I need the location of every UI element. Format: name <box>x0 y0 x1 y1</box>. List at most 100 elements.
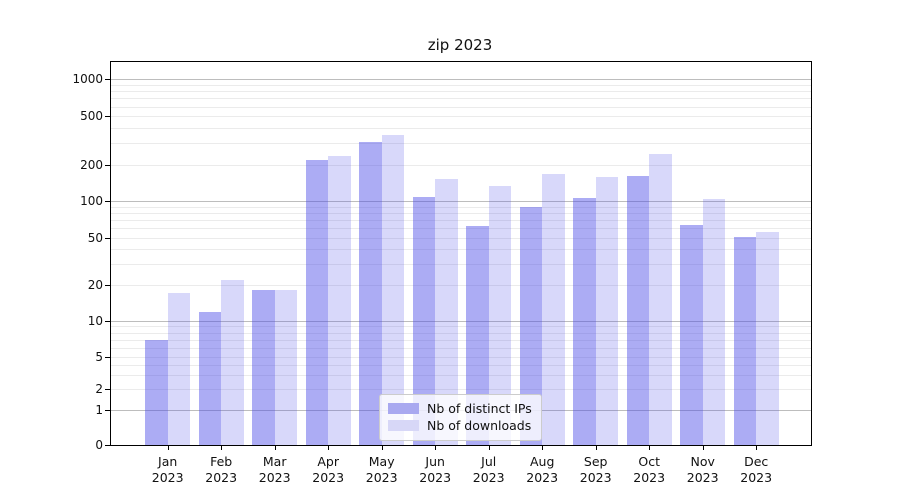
legend-label-downloads: Nb of downloads <box>427 418 532 433</box>
y-tick-label-50: 50 <box>87 230 103 245</box>
gridline-minor <box>111 264 811 266</box>
gridline-major <box>111 79 811 81</box>
gridline-minor <box>111 237 811 239</box>
bar-jan-downloads <box>167 293 191 445</box>
bar-may-downloads <box>381 135 405 445</box>
bar-oct-distinct-ips <box>626 175 650 445</box>
bar-dec-downloads <box>756 231 779 445</box>
x-tick-label-jun: Jun 2023 <box>419 454 452 485</box>
plot-area: Jan 2023 Feb 2023 Mar 2023 Apr 2023 May 2023 Jun 20… <box>72 61 812 485</box>
legend-row-distinct-ips: Nb of distinct IPs <box>388 400 533 417</box>
gridline-minor <box>111 91 811 93</box>
y-tick-label-1000: 1000 <box>72 72 103 87</box>
y-axis-tick <box>105 321 111 323</box>
x-axis-tick <box>274 445 276 450</box>
x-tick-label-jul: Jul 2023 <box>472 454 505 485</box>
y-axis-tick <box>105 410 111 412</box>
y-axis-tick <box>105 79 111 81</box>
y-tick-label-2: 2 <box>95 382 103 397</box>
gridline-minor <box>111 84 811 86</box>
legend-swatch-distinct-ips-icon <box>388 403 419 414</box>
gridline-minor <box>111 357 811 358</box>
x-axis-tick <box>167 445 169 450</box>
bar-nov-downloads <box>702 199 726 445</box>
gridline-minor <box>111 228 811 230</box>
x-tick-label-nov: Nov 2023 <box>686 454 719 485</box>
x-tick-label-oct: Oct 2023 <box>633 454 666 485</box>
x-tick-label-apr: Apr 2023 <box>312 454 345 485</box>
y-tick-label-10: 10 <box>87 314 103 328</box>
gridline-minor <box>111 206 811 208</box>
y-axis-tick <box>105 237 111 239</box>
gridline-minor <box>111 326 811 328</box>
x-tick-label-dec: Dec 2023 <box>740 454 773 485</box>
y-tick-label-20: 20 <box>87 278 103 292</box>
gridline-major <box>111 201 811 202</box>
gridline-minor <box>111 143 811 145</box>
x-tick-label-feb: Feb 2023 <box>205 454 238 485</box>
gridline-minor <box>111 116 811 118</box>
bar-jan-distinct-ips <box>145 339 168 445</box>
y-tick-label-500: 500 <box>80 109 103 124</box>
legend-swatch-downloads-icon <box>388 420 419 431</box>
x-axis-tick <box>488 445 490 450</box>
x-tick-label-may: May 2023 <box>365 454 398 485</box>
x-axis-tick <box>756 445 758 450</box>
y-tick-label-1: 1 <box>95 403 103 418</box>
bar-sep-downloads <box>595 177 619 445</box>
gridline-major <box>111 321 811 322</box>
x-axis-tick <box>649 445 651 450</box>
bar-apr-distinct-ips <box>305 159 329 445</box>
x-tick-label-sep: Sep 2023 <box>579 454 612 485</box>
gridline-minor <box>111 98 811 100</box>
bar-feb-downloads <box>221 280 244 445</box>
gridline-minor <box>111 249 811 251</box>
bar-sep-distinct-ips <box>573 197 596 445</box>
bar-aug-downloads <box>542 173 565 445</box>
x-tick-label-mar: Mar 2023 <box>258 454 291 485</box>
x-axis-tick <box>381 445 383 450</box>
bar-jun-distinct-ips <box>412 196 436 445</box>
gridline-minor <box>111 375 811 376</box>
x-axis-tick <box>702 445 704 450</box>
bar-mar-distinct-ips <box>252 290 275 445</box>
x-axis-tick <box>595 445 597 450</box>
bar-feb-distinct-ips <box>198 311 222 445</box>
gridline-minor <box>111 219 811 221</box>
y-axis-tick <box>105 201 111 203</box>
y-axis-tick <box>105 164 111 166</box>
gridline-minor <box>111 164 811 166</box>
bar-oct-downloads <box>649 153 672 445</box>
legend: Nb of distinct IPs Nb of downloads <box>379 394 542 441</box>
gridline-minor <box>111 128 811 130</box>
x-axis-tick <box>435 445 437 450</box>
y-axis-tick <box>105 445 111 447</box>
gridline-minor <box>111 347 811 349</box>
x-axis-tick <box>328 445 330 450</box>
legend-row-downloads: Nb of downloads <box>388 417 533 434</box>
bar-mar-downloads <box>274 290 298 445</box>
legend-label-distinct-ips: Nb of distinct IPs <box>427 401 532 416</box>
x-axis-tick <box>221 445 223 450</box>
y-tick-label-100: 100 <box>80 194 103 208</box>
gridline-minor <box>111 364 811 366</box>
x-tick-label-jan: Jan 2023 <box>151 454 184 485</box>
x-tick-label-aug: Aug 2023 <box>526 454 559 485</box>
gridline-minor <box>111 332 811 334</box>
bar-apr-downloads <box>328 155 351 445</box>
y-tick-label-200: 200 <box>80 157 103 172</box>
bar-may-distinct-ips <box>359 142 382 445</box>
y-tick-label-5: 5 <box>95 350 103 364</box>
y-axis-tick <box>105 285 111 287</box>
y-tick-label-0: 0 <box>95 438 103 452</box>
gridline-minor <box>111 212 811 214</box>
gridline-minor <box>111 106 811 108</box>
bar-jul-distinct-ips <box>466 226 489 445</box>
gridline-minor <box>111 285 811 286</box>
x-axis-tick <box>542 445 544 450</box>
y-axis-tick <box>105 116 111 118</box>
gridline-minor <box>111 389 811 391</box>
y-axis-tick <box>105 357 111 359</box>
gridline-minor <box>111 339 811 341</box>
